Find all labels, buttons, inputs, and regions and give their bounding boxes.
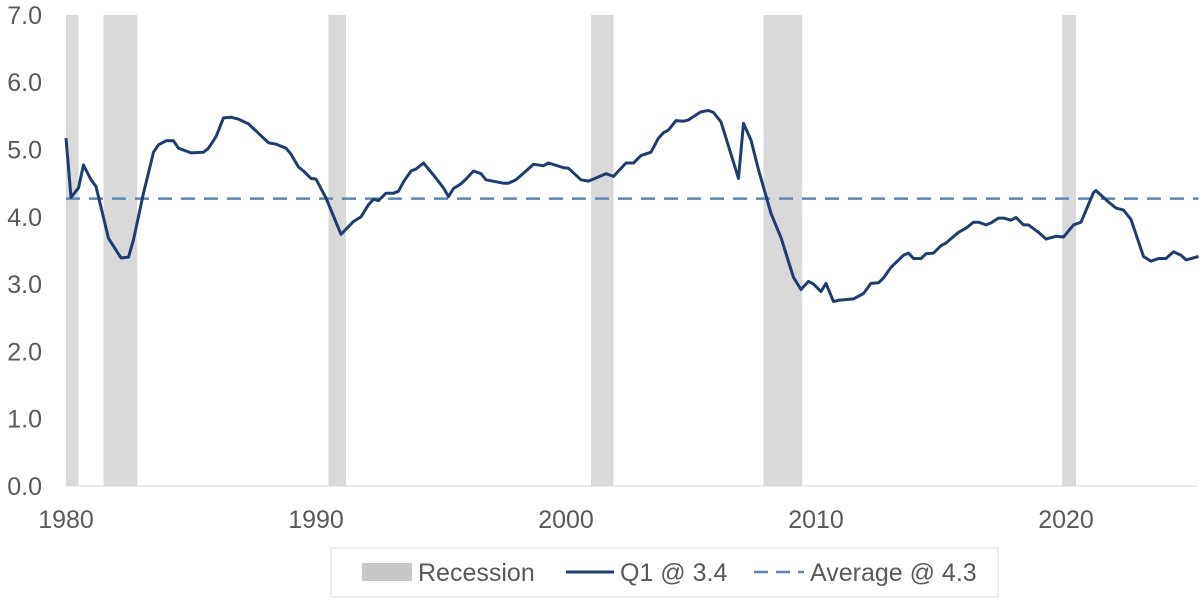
x-tick-label: 1990 bbox=[288, 506, 344, 534]
y-tick-label: 6.0 bbox=[7, 69, 42, 97]
y-tick-label: 5.0 bbox=[7, 137, 42, 165]
recession-bar bbox=[1062, 14, 1076, 487]
x-tick-label: 1980 bbox=[38, 506, 94, 534]
y-tick-label: 0.0 bbox=[7, 473, 42, 501]
recession-bar bbox=[66, 14, 79, 487]
recession-bar bbox=[763, 14, 803, 487]
x-tick-label: 2020 bbox=[1038, 506, 1094, 534]
y-tick-label: 4.0 bbox=[7, 204, 42, 232]
legend-recession-swatch bbox=[362, 563, 412, 581]
legend-box bbox=[330, 547, 999, 598]
y-axis: 0.0 1.0 2.0 3.0 4.0 5.0 6.0 7.0 bbox=[7, 2, 42, 501]
y-tick-label: 1.0 bbox=[7, 406, 42, 434]
recession-bar bbox=[591, 14, 614, 487]
y-tick-label: 3.0 bbox=[7, 271, 42, 299]
legend-series-label: Q1 @ 3.4 bbox=[620, 559, 727, 587]
legend: Recession Q1 @ 3.4 Average @ 4.3 bbox=[330, 547, 999, 598]
x-tick-label: 2010 bbox=[788, 506, 844, 534]
y-tick-label: 2.0 bbox=[7, 338, 42, 366]
legend-recession-label: Recession bbox=[418, 559, 535, 587]
x-axis: 1980 1990 2000 2010 2020 bbox=[38, 506, 1094, 534]
y-tick-label: 7.0 bbox=[7, 2, 42, 30]
series-line-q1 bbox=[64, 109, 1199, 304]
legend-average-label: Average @ 4.3 bbox=[810, 559, 977, 587]
recession-bar bbox=[103, 14, 138, 487]
x-tick-label: 2000 bbox=[538, 506, 594, 534]
recession-bar bbox=[328, 14, 346, 487]
recession-bars bbox=[66, 14, 1076, 487]
